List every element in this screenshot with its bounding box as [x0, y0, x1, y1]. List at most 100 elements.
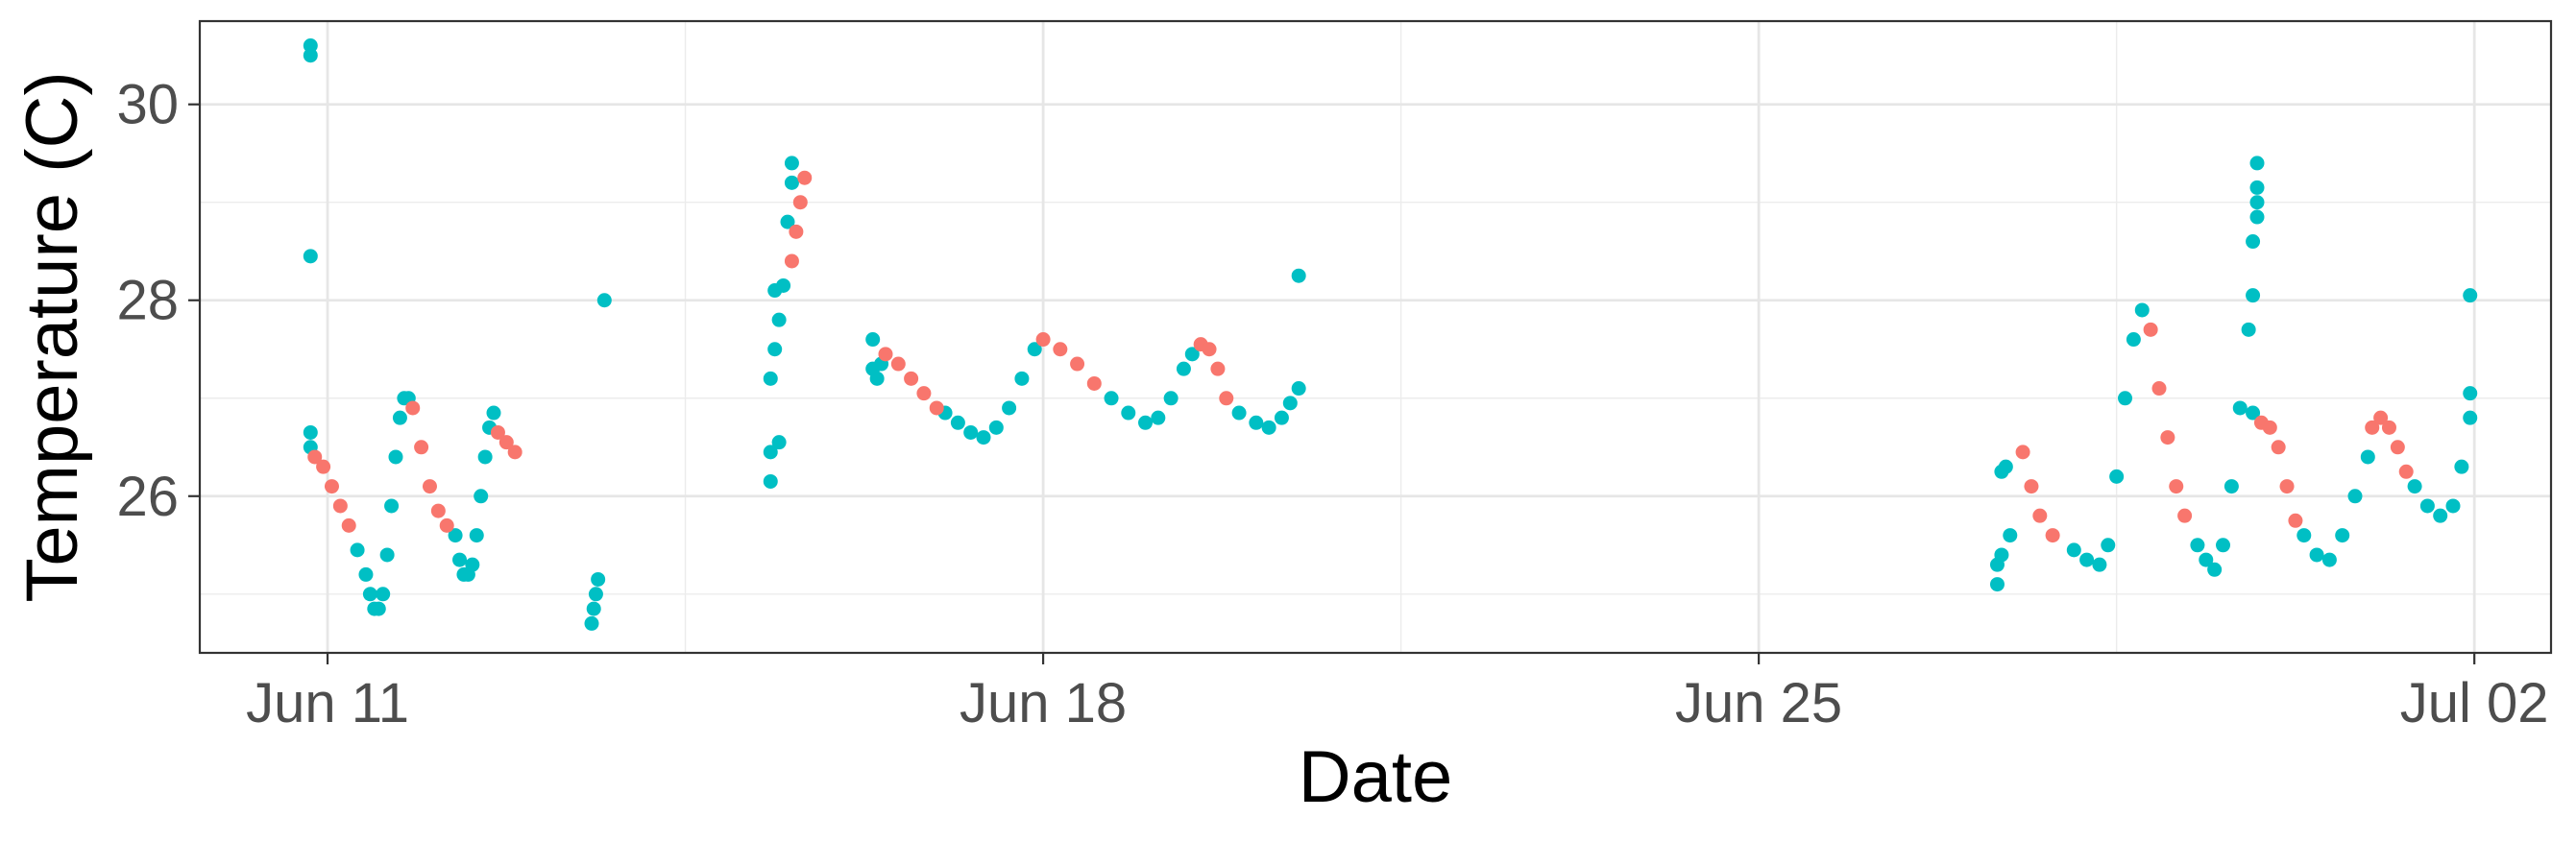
data-point: [2092, 557, 2107, 572]
data-point: [2249, 180, 2265, 195]
y-tick-label: 26: [116, 466, 179, 528]
data-point: [2015, 445, 2030, 460]
data-point: [588, 587, 603, 602]
data-point: [2003, 528, 2018, 543]
data-point: [763, 473, 778, 489]
data-point: [2347, 489, 2363, 504]
data-point: [2373, 410, 2389, 425]
data-point: [2463, 288, 2478, 303]
data-point: [1231, 405, 1247, 421]
data-point: [2279, 479, 2295, 494]
data-point: [584, 615, 599, 631]
data-point: [452, 552, 468, 567]
data-point: [1994, 547, 2009, 563]
data-point: [2177, 508, 2193, 523]
data-point: [2360, 449, 2375, 465]
data-point: [1053, 342, 1068, 357]
data-point: [591, 571, 606, 587]
data-point: [1184, 347, 1200, 362]
data-point: [430, 503, 446, 518]
data-point: [586, 601, 601, 616]
data-point: [2032, 508, 2048, 523]
plot-border: [198, 19, 2553, 655]
data-point: [303, 48, 318, 63]
x-axis-title: Date: [1299, 736, 1453, 818]
data-point: [2297, 528, 2312, 543]
data-points: [303, 38, 2478, 631]
data-point: [2024, 479, 2039, 494]
data-point: [2249, 156, 2265, 171]
data-point: [2445, 498, 2461, 514]
data-point: [776, 277, 791, 293]
data-point: [439, 517, 454, 533]
data-point: [1002, 400, 1017, 416]
data-point: [1104, 391, 1119, 406]
data-point: [2241, 322, 2256, 337]
data-point: [771, 435, 787, 450]
data-point: [448, 528, 463, 543]
data-point: [376, 587, 391, 602]
data-point: [963, 424, 979, 440]
data-point: [2079, 552, 2095, 567]
data-point: [507, 445, 522, 460]
data-point: [2224, 479, 2239, 494]
data-point: [2271, 440, 2286, 455]
data-point: [904, 371, 919, 386]
data-point: [1035, 332, 1051, 348]
data-point: [2151, 381, 2167, 397]
data-point: [784, 156, 799, 171]
data-point: [358, 566, 374, 582]
data-point: [1261, 420, 1276, 435]
data-point: [2246, 288, 2261, 303]
data-point: [2390, 440, 2405, 455]
data-point: [2216, 538, 2231, 553]
y-axis: 26 28 30: [116, 74, 200, 528]
data-point: [2118, 391, 2133, 406]
data-point: [477, 449, 493, 465]
y-tick-label: 30: [116, 74, 179, 136]
data-point: [763, 371, 778, 386]
data-point: [950, 415, 965, 430]
data-point: [784, 175, 799, 190]
data-point: [1282, 396, 1298, 411]
data-point: [465, 557, 480, 572]
data-point: [2398, 464, 2414, 479]
data-point: [1202, 342, 1217, 357]
data-point: [976, 430, 991, 445]
data-point: [2143, 322, 2158, 337]
data-point: [929, 400, 944, 416]
data-point: [890, 356, 906, 372]
x-tick-label: Jul 02: [2400, 672, 2549, 734]
data-point: [2160, 430, 2175, 445]
data-point: [2249, 209, 2265, 225]
data-point: [316, 459, 331, 474]
data-point: [2101, 538, 2116, 553]
data-point: [1989, 577, 2005, 592]
data-point: [2365, 420, 2380, 435]
data-point: [2232, 400, 2248, 416]
x-axis: Jun 11 Jun 18 Jun 25 Jul 02: [246, 653, 2549, 734]
data-point: [780, 214, 795, 229]
data-point: [792, 195, 808, 210]
data-point: [1176, 361, 1191, 376]
data-point: [2246, 234, 2261, 250]
data-point: [2433, 508, 2448, 523]
data-point: [2169, 479, 2184, 494]
plot-background: [200, 21, 2551, 653]
data-point: [371, 601, 386, 616]
data-point: [2454, 459, 2469, 474]
y-tick-label: 28: [116, 270, 179, 332]
grid-minor: [200, 21, 2551, 653]
data-point: [1086, 375, 1102, 391]
data-point: [2309, 547, 2324, 563]
data-point: [2407, 479, 2422, 494]
data-point: [303, 249, 318, 264]
data-point: [498, 435, 514, 450]
y-axis-title: Temperature (C): [12, 71, 93, 602]
data-point: [1138, 415, 1154, 430]
data-point: [1121, 405, 1136, 421]
data-point: [2262, 420, 2277, 435]
data-point: [414, 440, 429, 455]
data-point: [767, 342, 783, 357]
data-point: [2199, 552, 2214, 567]
